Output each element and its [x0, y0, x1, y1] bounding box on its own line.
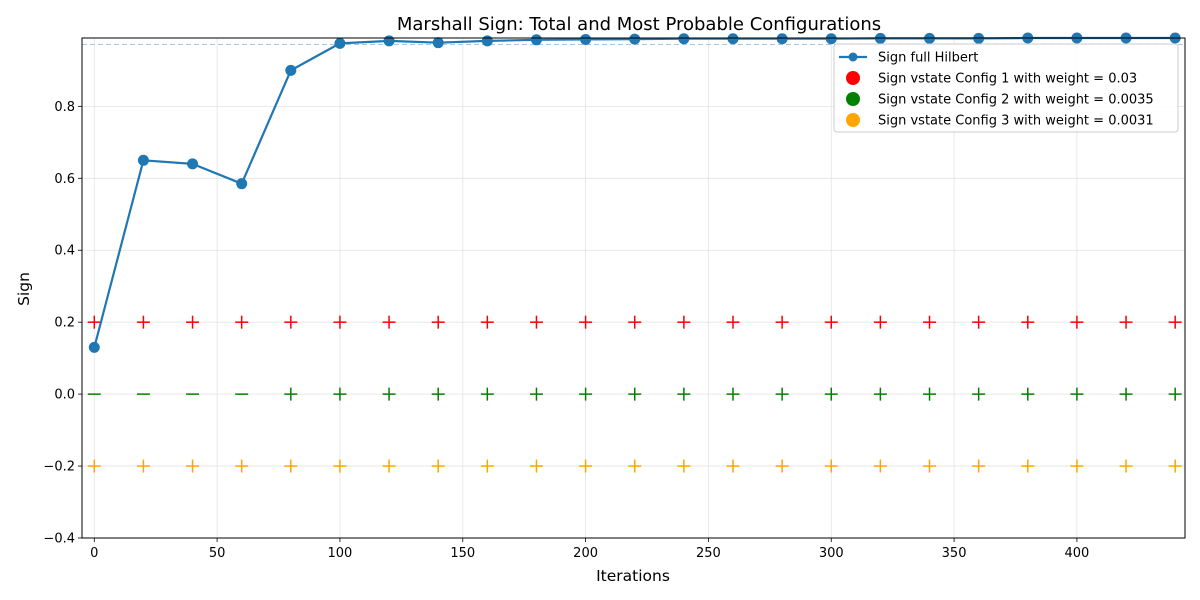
x-tick-label: 200: [573, 546, 598, 561]
hilbert-point: [383, 35, 395, 47]
x-tick-label: 250: [696, 546, 721, 561]
legend-label: Sign full Hilbert: [878, 51, 978, 66]
hilbert-point: [481, 35, 493, 47]
hilbert-point: [187, 158, 199, 170]
x-axis-label: Iterations: [596, 567, 670, 585]
legend-marker-swatch: [848, 52, 858, 62]
plot-frame: [81, 37, 1186, 539]
hilbert-point: [727, 33, 739, 45]
hilbert-point: [137, 154, 149, 166]
x-tick-label: 350: [942, 546, 967, 561]
x-tick-label: 400: [1064, 546, 1089, 561]
hilbert-point: [88, 341, 100, 353]
legend-marker-swatch: [846, 92, 860, 106]
hilbert-point: [432, 37, 444, 49]
legend-box: [833, 43, 1179, 133]
x-tick-label: 100: [328, 546, 353, 561]
legend: Sign full Hilbert Sign vstate Config 1 wi…: [833, 43, 1179, 133]
y-tick-label: 0.8: [54, 100, 75, 115]
x-tick-label: 300: [819, 546, 844, 561]
y-tick-label: 0.0: [54, 388, 75, 403]
legend-marker-swatch: [846, 113, 860, 127]
hilbert-point: [285, 64, 297, 76]
x-tick-label: 150: [450, 546, 475, 561]
hilbert-point: [776, 33, 788, 45]
sign-markers: [87, 315, 1182, 473]
x-tick-label: 50: [209, 546, 226, 561]
hilbert-point: [530, 34, 542, 46]
x-tick-label: 0: [90, 546, 98, 561]
y-tick-label: 0.4: [54, 244, 75, 259]
legend-marker-swatch: [846, 71, 860, 85]
y-tick-label: −0.2: [43, 460, 75, 475]
y-tick-label: −0.4: [43, 532, 75, 547]
hilbert-point: [825, 33, 837, 45]
chart-title: Marshall Sign: Total and Most Probable C…: [397, 14, 881, 35]
hilbert-point: [334, 37, 346, 49]
hilbert-point: [236, 178, 248, 190]
y-axis-label: Sign: [15, 272, 33, 306]
legend-label: Sign vstate Config 3 with weight = 0.003…: [878, 114, 1154, 129]
legend-label: Sign vstate Config 1 with weight = 0.03: [878, 72, 1137, 87]
legend-label: Sign vstate Config 2 with weight = 0.003…: [878, 93, 1154, 108]
hilbert-point: [629, 33, 641, 45]
y-tick-label: 0.2: [54, 316, 75, 331]
hilbert-point: [580, 33, 592, 45]
axis-ticks: 0 50 100 150 200 250 300 350 400 −0.4 −0.2 0.0 0.2 0.…: [43, 100, 1089, 561]
hilbert-point: [678, 33, 690, 45]
y-tick-label: 0.6: [54, 172, 75, 187]
